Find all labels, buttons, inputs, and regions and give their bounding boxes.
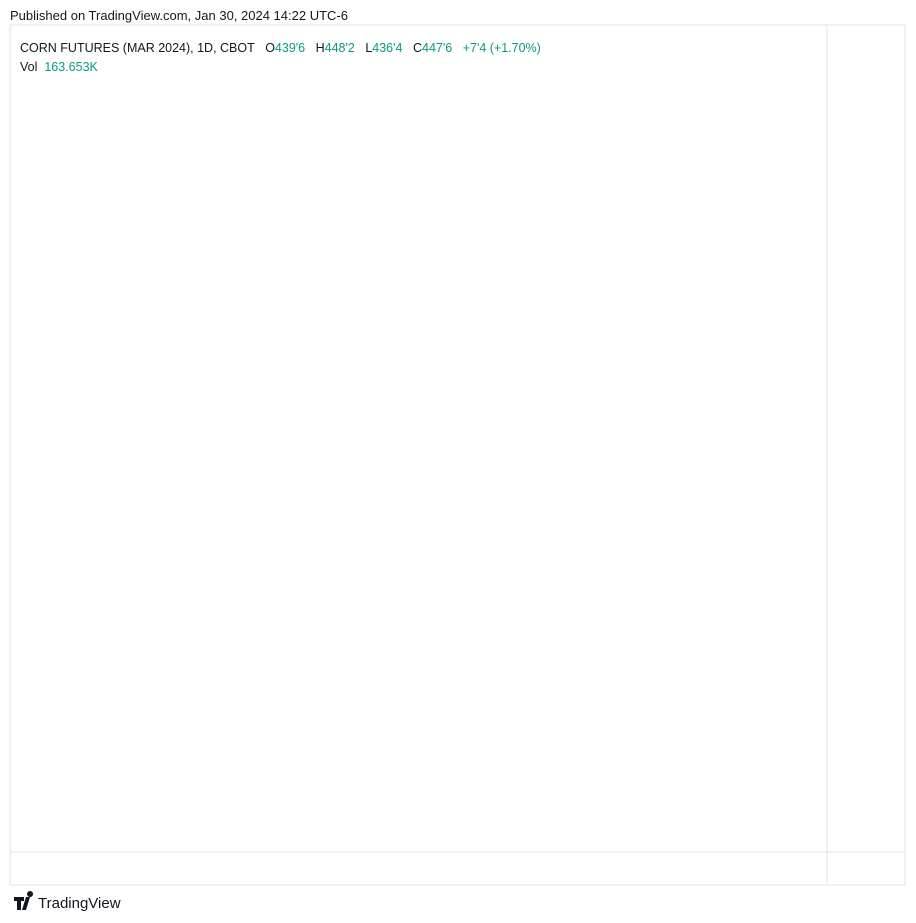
logo-icon — [14, 891, 34, 910]
ohlc-value: 448'2 — [324, 41, 355, 55]
ohlc-key: L — [365, 41, 373, 55]
ohlc-key: H — [315, 41, 325, 55]
frame — [9, 24, 906, 886]
volume-key: Vol — [20, 60, 38, 74]
volume-value: 163.653K — [44, 60, 98, 74]
ohlc-value: 436'4 — [372, 41, 403, 55]
ohlc-value: 447'6 — [422, 41, 453, 55]
legend-row: CORN FUTURES (MAR 2024), 1D, CBOT O439'6… — [20, 39, 548, 58]
ohlc-key: O — [265, 41, 275, 55]
symbol-title: CORN FUTURES (MAR 2024), 1D, CBOT — [20, 41, 255, 55]
change: +7'4 (+1.70%) — [462, 41, 541, 55]
brand: TradingView — [38, 895, 121, 912]
legend-row: Vol 163.653K — [20, 58, 548, 77]
ohlc-key: C — [412, 41, 422, 55]
ohlc-value: 439'6 — [274, 41, 306, 55]
published-note: Published on TradingView.com, Jan 30, 20… — [10, 8, 348, 23]
legend: CORN FUTURES (MAR 2024), 1D, CBOT O439'6… — [20, 39, 548, 77]
